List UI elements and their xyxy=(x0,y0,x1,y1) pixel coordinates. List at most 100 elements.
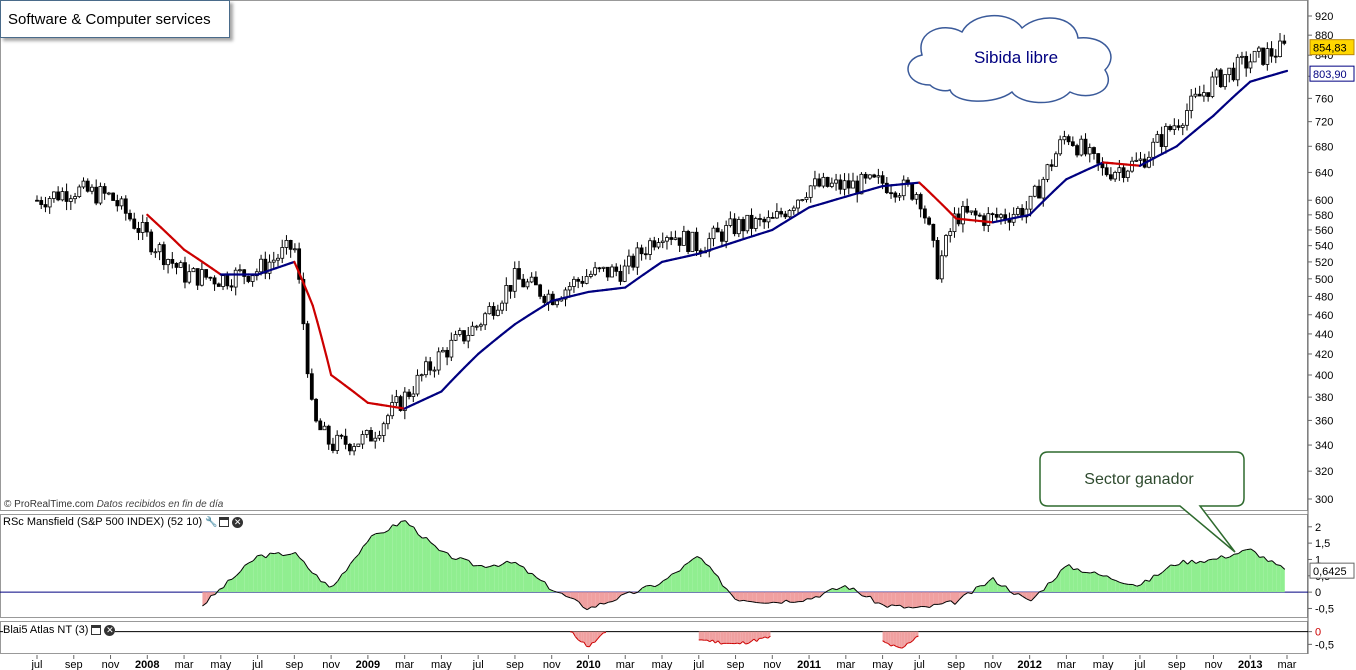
candle-body xyxy=(466,334,471,342)
wrench-icon[interactable]: 🔧 xyxy=(205,516,218,528)
price-tick-label: 720 xyxy=(1315,117,1333,129)
rs-line-segment xyxy=(958,594,964,600)
candle-body xyxy=(259,258,263,273)
rs-line-segment xyxy=(679,564,685,572)
rs-line-segment xyxy=(1145,579,1150,582)
x-tick-label: 2008 xyxy=(135,659,159,670)
rs-line-segment xyxy=(1191,559,1197,564)
candle-body xyxy=(208,276,213,279)
atlas-line-segment xyxy=(907,642,911,644)
candle-body xyxy=(1117,167,1122,173)
candle-body xyxy=(529,276,534,283)
candle-body xyxy=(73,196,77,200)
rs-area-slice xyxy=(1212,559,1218,593)
rs-area-slice xyxy=(587,592,592,610)
candle-body xyxy=(728,218,733,226)
candle-body xyxy=(656,242,661,248)
rs-area-slice xyxy=(1086,572,1091,593)
ma-value-tag xyxy=(1309,65,1355,82)
rs-area-slice xyxy=(1196,561,1201,593)
candle-body xyxy=(622,265,627,282)
rs-line-segment xyxy=(384,530,389,534)
candle-body xyxy=(419,374,424,377)
close-icon[interactable]: ✕ xyxy=(104,624,116,636)
candle-body xyxy=(183,262,187,283)
x-tick-label: mar xyxy=(395,659,414,670)
rs-area-slice xyxy=(489,565,495,593)
rs-line-segment xyxy=(396,521,402,527)
atlas-line-segment xyxy=(594,638,599,643)
rs-area-slice xyxy=(1001,585,1006,593)
candle-body xyxy=(863,173,868,179)
price-tick-label: 600 xyxy=(1315,195,1333,207)
rs-area-slice xyxy=(667,574,672,593)
candle-body xyxy=(774,211,779,219)
candle-body xyxy=(436,351,441,371)
rs-line-segment xyxy=(904,606,909,609)
x-tick-label: may xyxy=(872,659,893,670)
rs-area-slice xyxy=(946,592,951,602)
rs-area-slice xyxy=(371,533,376,593)
rs-area-slice xyxy=(1077,568,1082,593)
candle-body xyxy=(635,247,640,268)
rs-area-slice xyxy=(515,562,520,593)
rs-line-segment xyxy=(257,554,262,557)
rs-line-segment xyxy=(578,601,584,608)
rs-line-segment xyxy=(743,599,748,602)
rs-area-slice xyxy=(1280,565,1285,593)
candle-body xyxy=(584,276,589,284)
rs-line-segment xyxy=(235,571,241,577)
rs-line-segment xyxy=(1263,556,1269,562)
price-y-axis: 300 320 340 360 380 400 420 440 460 480 500 520 540 5… xyxy=(1308,11,1333,506)
rs-line-segment xyxy=(362,541,368,547)
candle-body xyxy=(533,276,538,286)
rs-area-slice xyxy=(705,563,710,593)
atlas-area xyxy=(569,631,919,649)
close-icon[interactable]: ✕ xyxy=(232,516,244,528)
candle-body xyxy=(115,200,120,207)
ma-segment xyxy=(293,260,301,274)
rs-area-slice xyxy=(396,521,402,593)
candle-body xyxy=(98,186,103,204)
rs-area-slice xyxy=(485,566,490,593)
atlas-area-slice xyxy=(753,631,757,642)
rs-line-segment xyxy=(1014,593,1019,596)
atlas-line-segment xyxy=(600,632,604,637)
last-price-text: 854,83 xyxy=(1313,43,1347,55)
candle-body xyxy=(1231,67,1236,81)
candle-body xyxy=(1261,47,1266,65)
rs-area-slice xyxy=(701,558,706,593)
candle-body xyxy=(474,325,479,328)
atlas-area-slice xyxy=(882,631,886,643)
rs-line-segment xyxy=(1009,591,1015,595)
atlas-line-segment xyxy=(739,641,744,645)
ma-segment xyxy=(444,380,452,388)
rs-area-slice xyxy=(612,592,617,602)
rs-area-slice xyxy=(498,564,503,593)
candle-body xyxy=(601,266,606,269)
rs-area xyxy=(202,520,1286,611)
rs-area-slice xyxy=(1166,565,1171,593)
candle-body xyxy=(749,214,754,229)
window-icon[interactable] xyxy=(91,625,102,635)
x-tick-label: may xyxy=(210,659,231,670)
candle-body xyxy=(677,237,682,246)
candle-body xyxy=(373,437,378,442)
rs-line-segment xyxy=(1140,579,1146,586)
rs-line-segment xyxy=(811,596,816,600)
window-icon[interactable] xyxy=(219,517,230,527)
candle-body xyxy=(791,207,796,211)
rs-area-slice xyxy=(312,573,317,593)
rs-area-slice xyxy=(1246,548,1251,593)
rs-line-segment xyxy=(713,572,719,577)
x-tick-label: nov xyxy=(763,659,781,670)
atlas-line-segment xyxy=(890,644,894,647)
candle-body xyxy=(445,349,450,358)
price-tick-label: 340 xyxy=(1315,440,1333,452)
candle-body xyxy=(81,180,86,188)
rs-line-segment xyxy=(485,566,491,569)
rs-line-segment xyxy=(1132,584,1138,587)
rs-area-slice xyxy=(295,552,300,593)
rs-area-slice xyxy=(278,552,283,593)
rs-line-segment xyxy=(1030,596,1036,602)
